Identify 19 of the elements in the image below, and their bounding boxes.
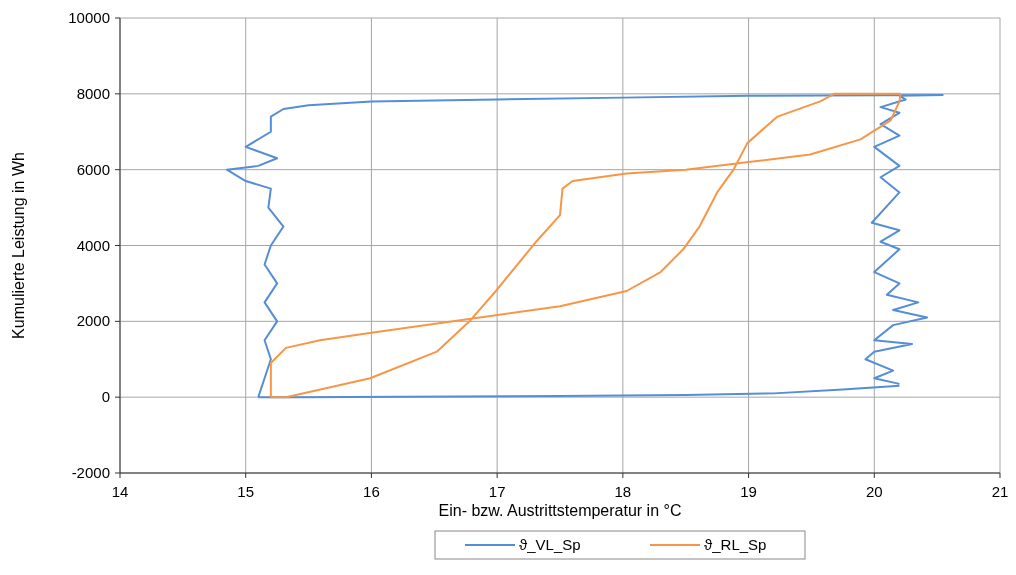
x-tick-label: 15	[237, 483, 255, 500]
y-axis-title: Kumulierte Leistung in Wh	[10, 152, 27, 339]
x-tick-label: 20	[865, 483, 883, 500]
x-tick-label: 18	[614, 483, 632, 500]
x-tick-label: 14	[111, 483, 129, 500]
x-tick-label: 21	[991, 483, 1009, 500]
x-tick-label: 16	[363, 483, 380, 500]
y-tick-label: 10000	[68, 9, 110, 26]
y-tick-label: 6000	[76, 160, 110, 178]
y-tick-label: 8000	[76, 84, 110, 102]
x-tick-label: 19	[740, 483, 757, 500]
x-axis-title: Ein- bzw. Austrittstemperatur in °C	[438, 502, 682, 519]
y-tick-label: 0	[101, 388, 110, 406]
x-tick-label: 17	[488, 483, 506, 500]
y-tick-label: -2000	[71, 464, 110, 481]
y-tick-label: 4000	[76, 236, 110, 254]
legend-label: ϑ_VL_Sp	[519, 536, 581, 553]
y-tick-label: 2000	[76, 312, 110, 330]
legend-label: ϑ_RL_Sp	[704, 536, 767, 553]
